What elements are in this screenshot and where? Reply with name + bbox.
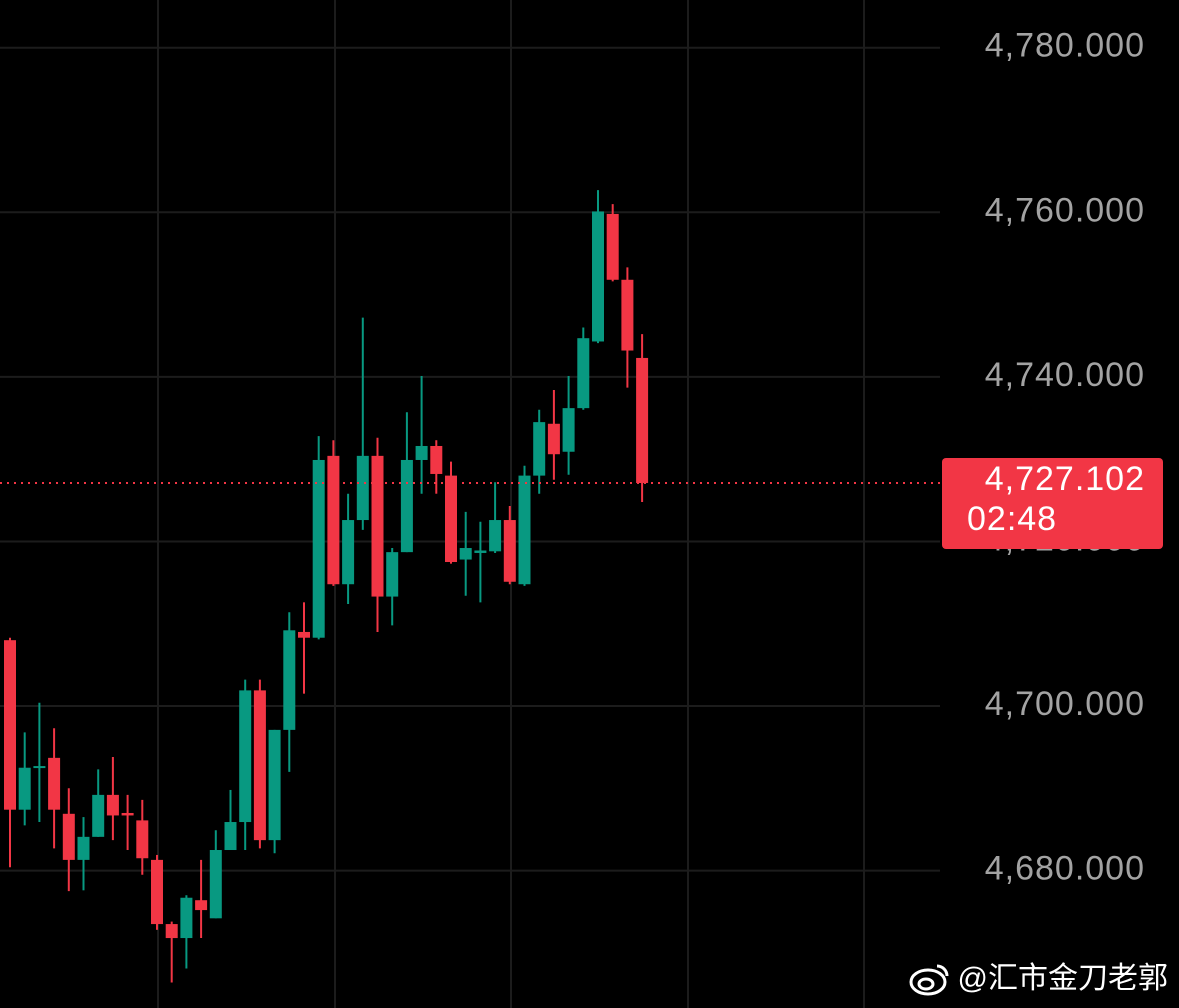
body [400,459,413,553]
last-price-box [942,458,1163,550]
body [224,822,237,851]
body [77,836,90,860]
body [606,213,619,280]
body [459,548,472,560]
candle [577,327,590,410]
y-tick-label: 4,680.000 [985,850,1145,888]
weibo-logo [909,964,949,996]
y-tick-label: 4,740.000 [985,356,1145,394]
candle [4,637,16,868]
candle [430,440,443,494]
body [195,900,208,911]
candle [268,729,281,854]
body [518,475,531,585]
body [268,729,281,841]
candle [371,437,384,632]
candle [48,728,61,849]
candle [342,493,355,604]
candle [327,440,340,586]
candle [621,267,634,388]
candle [195,859,208,939]
body [489,520,502,552]
body [33,766,46,769]
candle [503,506,516,585]
candle [253,679,266,849]
candle [209,830,222,919]
candle [445,461,457,564]
candle [474,521,487,603]
body [121,812,134,816]
body [621,279,634,351]
body [62,813,75,860]
candle [151,854,163,930]
candle [180,895,193,969]
body [503,520,516,582]
y-tick-label: 4,760.000 [985,191,1145,229]
candle [606,204,619,282]
candle [224,789,237,851]
body [327,455,340,585]
candle [312,436,325,640]
body [92,794,105,837]
body [165,924,178,939]
candle [592,190,604,344]
body [180,897,193,939]
candle [459,511,472,596]
last-price-label: 4,727.102 [985,460,1145,498]
candle [298,602,310,694]
body [253,690,266,841]
countdown: 02:48 [967,500,1057,538]
candle [106,757,119,841]
body [312,459,325,638]
body [48,757,61,810]
body [136,820,149,859]
candle [518,465,531,586]
body [562,408,575,452]
body [298,631,310,638]
body [283,630,296,730]
body [342,520,355,585]
candle [62,788,75,892]
body [106,794,119,816]
body [474,550,487,553]
candle [121,794,134,851]
candle [533,409,546,494]
candle [239,679,252,851]
body [386,552,399,597]
body [636,357,649,484]
body [415,445,428,460]
body [209,850,222,919]
candle [356,317,369,530]
body [239,690,252,823]
candle [136,799,149,875]
y-tick-label: 4,700.000 [985,685,1145,723]
body [533,422,546,476]
body [4,640,16,810]
candle [33,702,46,823]
candle [562,376,575,475]
candle [92,769,105,837]
body [577,338,590,409]
body [592,211,604,342]
body [151,859,163,925]
candle [283,612,296,772]
body [371,455,384,597]
candle [77,817,90,891]
watermark: @汇市金刀老郭 [958,962,1168,995]
candle [18,732,31,826]
candle [415,376,428,494]
candle [547,390,560,480]
candle [165,921,178,983]
body [356,455,369,521]
candle [386,548,399,626]
candle [636,334,649,502]
body [430,445,443,474]
body [18,767,31,810]
y-tick-label: 4,780.000 [985,27,1145,65]
candle [489,482,502,553]
body [547,423,560,455]
body [445,475,457,563]
